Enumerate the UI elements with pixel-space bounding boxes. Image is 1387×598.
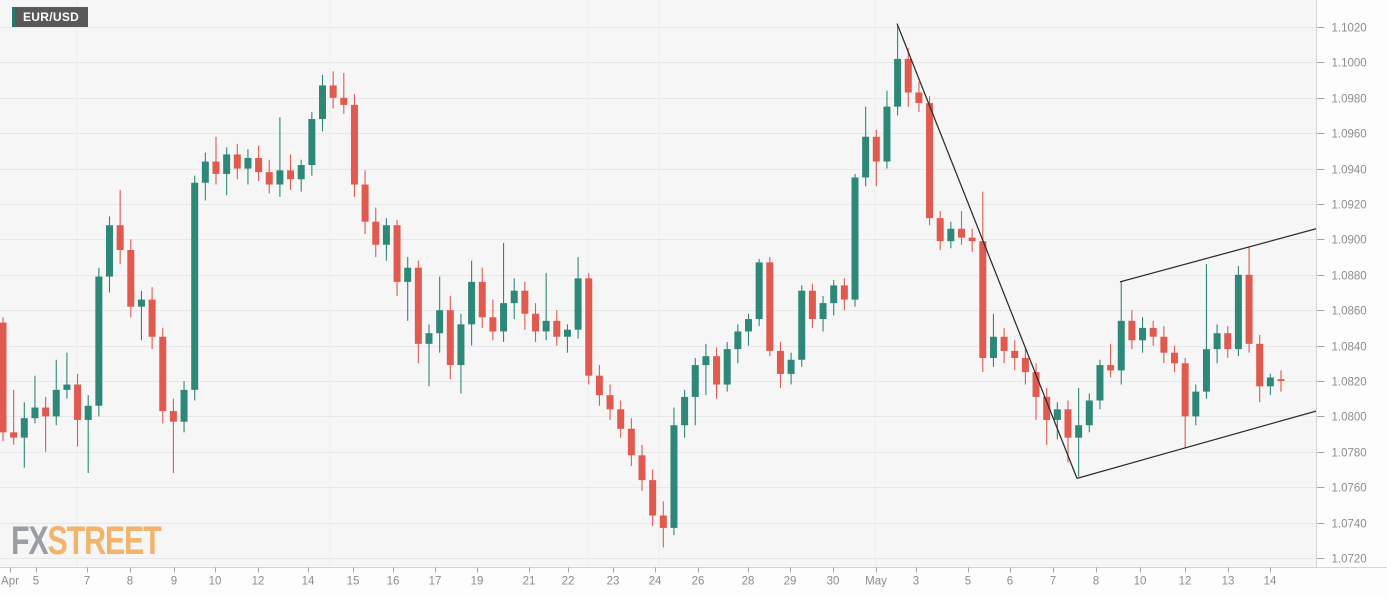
y-axis-label: 1.0920 — [1332, 200, 1367, 212]
x-axis-label: Apr — [1, 576, 19, 588]
x-axis-label: 5 — [33, 576, 39, 588]
x-axis-label: 12 — [252, 576, 265, 588]
x-axis-label: 19 — [471, 576, 484, 588]
x-axis-label: 16 — [387, 576, 400, 588]
badge-accent-bar — [12, 7, 15, 27]
y-axis-label: 1.0760 — [1332, 483, 1367, 495]
x-axis-label: 6 — [1007, 576, 1013, 588]
x-axis-label: 7 — [84, 576, 90, 588]
x-axis-label: 23 — [607, 576, 620, 588]
y-axis-label: 1.1020 — [1332, 23, 1367, 35]
y-axis-label: 1.0980 — [1332, 94, 1367, 106]
symbol-badge-label: EUR/USD — [23, 10, 80, 24]
x-axis-label: 29 — [784, 576, 797, 588]
y-axis-label: 1.0860 — [1332, 306, 1367, 318]
gridlines — [0, 27, 1317, 559]
y-axis-label: 1.0880 — [1332, 271, 1367, 283]
y-axis-label: 1.0940 — [1332, 165, 1367, 177]
trendlines — [896, 23, 1317, 479]
x-axis-label: 17 — [429, 576, 442, 588]
x-axis-label: 12 — [1179, 576, 1192, 588]
x-axis-label: 24 — [649, 576, 662, 588]
candles — [0, 25, 1285, 548]
x-axis-label: 5 — [965, 576, 971, 588]
y-axis-label: 1.0740 — [1332, 519, 1367, 531]
channel-upper-line — [1119, 228, 1317, 283]
x-axis-label: 26 — [692, 576, 705, 588]
x-axis-label: 21 — [523, 576, 536, 588]
x-axis-label: 15 — [347, 576, 360, 588]
y-axis-label: 1.0720 — [1332, 554, 1367, 566]
x-axis-label: 8 — [127, 576, 133, 588]
fxstreet-watermark: FXSTREET — [11, 518, 162, 564]
y-axis-label: 1.1000 — [1332, 58, 1367, 70]
y-axis-label: 1.0780 — [1332, 448, 1367, 460]
watermark-street: STREET — [47, 518, 162, 564]
y-axis-label: 1.0960 — [1332, 129, 1367, 141]
y-axis-label: 1.0900 — [1332, 235, 1367, 247]
y-axis-label: 1.0800 — [1332, 412, 1367, 424]
y-axis-label: 1.0840 — [1332, 342, 1367, 354]
descending-trendline — [896, 23, 1078, 479]
x-axis-label: 30 — [827, 576, 840, 588]
x-axis-label: 14 — [1264, 576, 1277, 588]
x-axis-label: 28 — [742, 576, 755, 588]
channel-lower-line — [1076, 410, 1317, 479]
symbol-badge: EUR/USD — [12, 7, 89, 27]
x-axis-label: 10 — [1134, 576, 1147, 588]
x-axis-label: 3 — [913, 576, 919, 588]
watermark-fx: FX — [11, 518, 49, 564]
y-axis-label: 1.0820 — [1332, 377, 1367, 389]
x-axis-label: 22 — [562, 576, 575, 588]
x-axis-label: 7 — [1050, 576, 1056, 588]
x-axis-label: May — [865, 576, 887, 588]
x-axis-label: 14 — [302, 576, 315, 588]
x-axis-label: 8 — [1093, 576, 1099, 588]
x-axis-label: 13 — [1222, 576, 1235, 588]
x-axis-label: 10 — [209, 576, 222, 588]
x-axis-label: 9 — [171, 576, 177, 588]
